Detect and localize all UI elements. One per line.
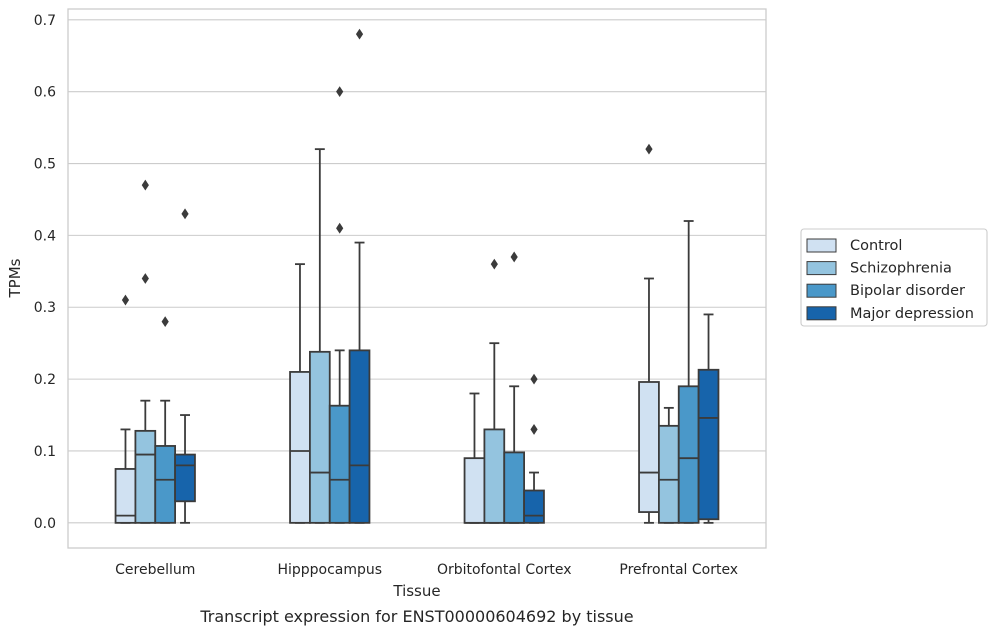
- outlier-point: [141, 179, 149, 191]
- legend-swatch: [806, 261, 837, 276]
- iqr-box: [348, 349, 371, 524]
- y-axis-ticks: 0.0 0.1 0.2 0.3 0.4 0.5 0.6 0.7: [34, 13, 56, 532]
- outlier-point: [530, 373, 538, 385]
- x-tick-label: Hipppocampus: [277, 562, 382, 578]
- y-tick-label: 0.4: [34, 228, 56, 244]
- outlier-point: [161, 316, 169, 328]
- iqr-box: [289, 371, 311, 524]
- outlier-point: [181, 208, 189, 220]
- legend-label: Control: [850, 238, 902, 254]
- box-group: [677, 220, 700, 524]
- legend-frame: [800, 228, 988, 327]
- chart-caption: Transcript expression for ENST0000060469…: [199, 607, 633, 626]
- box-group: [174, 208, 196, 524]
- outlier-point: [645, 143, 653, 155]
- iqr-box: [134, 429, 157, 524]
- x-axis-ticks: Cerebellum Hipppocampus Orbitofontal Corte…: [115, 562, 738, 578]
- iqr-box: [309, 350, 331, 524]
- y-tick-label: 0.7: [34, 13, 56, 29]
- x-tick-label: Cerebellum: [115, 562, 195, 578]
- y-tick-label: 0.1: [34, 444, 56, 460]
- iqr-box: [697, 368, 720, 521]
- box-group: [348, 28, 371, 524]
- iqr-box: [174, 453, 196, 503]
- outlier-point: [530, 424, 538, 435]
- iqr-box: [154, 445, 176, 524]
- iqr-box: [658, 424, 680, 524]
- legend-label: Bipolar disorder: [850, 283, 965, 299]
- box-group: [309, 148, 331, 524]
- box-group: [503, 251, 525, 524]
- x-tick-label: Orbitofontal Cortex: [437, 562, 572, 578]
- box-group: [154, 316, 176, 524]
- y-tick-label: 0.5: [34, 157, 56, 173]
- legend-label: Major depression: [850, 306, 974, 322]
- iqr-box: [503, 451, 525, 524]
- outlier-point: [121, 294, 130, 306]
- outlier-point: [336, 86, 344, 98]
- box-group: [523, 373, 545, 524]
- legend: Control Schizophrenia Bipolar disorder Majo…: [800, 228, 988, 327]
- box-group: [134, 179, 157, 524]
- legend-label: Schizophrenia: [850, 261, 952, 277]
- outlier-point: [355, 28, 364, 40]
- iqr-box: [463, 457, 486, 524]
- y-axis-label: TPMs: [6, 258, 24, 298]
- x-tick-label: Prefrontal Cortex: [619, 562, 738, 578]
- x-axis-label: Tissue: [392, 582, 440, 600]
- box-group: [638, 143, 660, 524]
- legend-swatch: [806, 238, 837, 253]
- box-group: [697, 313, 720, 524]
- legend-swatch: [806, 283, 837, 298]
- iqr-box: [523, 489, 545, 524]
- box-group: [114, 294, 137, 524]
- outlier-point: [490, 258, 498, 270]
- legend-swatch: [806, 306, 837, 321]
- iqr-box: [638, 381, 660, 513]
- box-group: [463, 392, 486, 524]
- y-tick-label: 0.6: [34, 85, 56, 101]
- box-layer: [114, 28, 720, 524]
- y-tick-label: 0.2: [34, 372, 56, 388]
- outlier-point: [336, 222, 344, 234]
- outlier-point: [141, 273, 149, 284]
- box-group: [658, 406, 680, 524]
- plot-area-frame: [67, 8, 767, 549]
- box-group: [289, 263, 311, 524]
- outlier-point: [510, 251, 518, 263]
- iqr-box: [677, 385, 700, 524]
- y-tick-label: 0.3: [34, 300, 56, 316]
- y-tick-label: 0.0: [34, 516, 56, 532]
- box-group: [328, 86, 351, 524]
- box-group: [483, 258, 506, 524]
- iqr-box: [483, 428, 506, 524]
- iqr-box: [328, 404, 351, 524]
